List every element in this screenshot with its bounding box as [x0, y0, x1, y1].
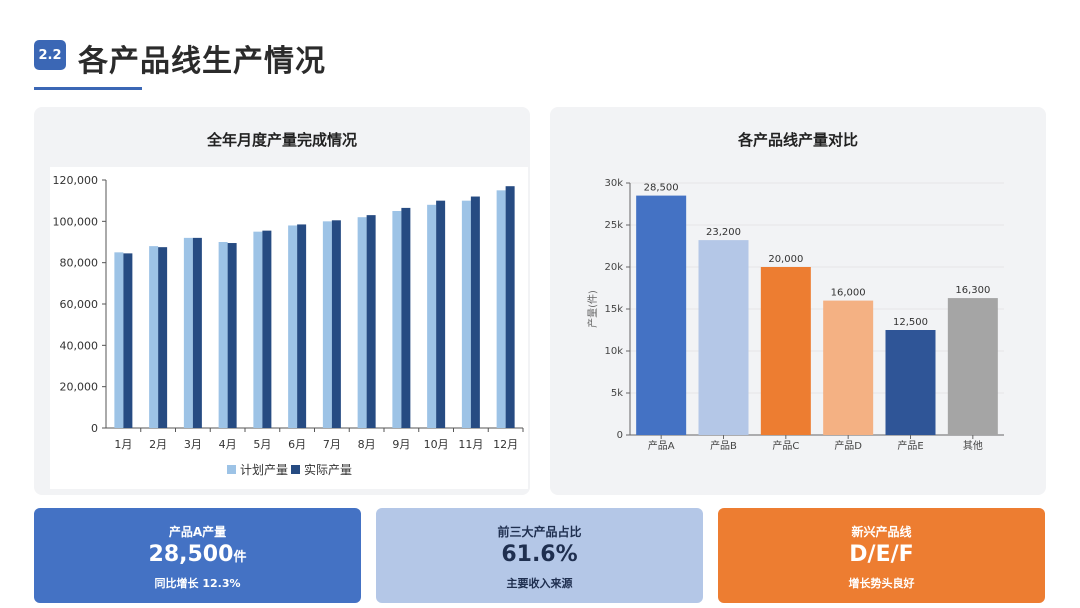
x-tick-label: 其他	[963, 439, 983, 452]
actual-output-bar	[401, 207, 411, 428]
card-value: D/E/F	[849, 542, 914, 567]
planned-output-bar	[496, 190, 506, 428]
planned-output-bar	[357, 217, 367, 428]
bar-value-label: 23,200	[706, 227, 741, 238]
actual-output-bar	[227, 243, 237, 428]
top-three-share-card: 前三大产品占比 61.6% 主要收入来源	[376, 508, 703, 603]
y-tick-label: 5k	[611, 388, 623, 399]
y-tick-label: 25k	[604, 220, 623, 231]
section-number-badge: 2.2	[34, 40, 66, 70]
card-value: 28,500件	[148, 542, 247, 567]
card-subtext: 同比增长 12.3%	[154, 577, 241, 590]
planned-output-bar	[218, 242, 228, 428]
y-tick-label: 30k	[604, 178, 623, 189]
x-tick-label: 产品C	[772, 439, 799, 452]
y-axis-label: 产量(件)	[586, 290, 599, 328]
x-tick-label: 产品D	[834, 439, 862, 452]
bar-value-label: 20,000	[768, 254, 803, 265]
y-tick-label: 0	[617, 430, 623, 441]
product-a-output-card: 产品A产量 28,500件 同比增长 12.3%	[34, 508, 361, 603]
product-output-bar	[698, 240, 749, 435]
title-underline	[34, 87, 142, 90]
actual-output-bar	[331, 220, 341, 428]
x-tick-label: 12月	[493, 438, 518, 451]
y-tick-label: 80,000	[60, 257, 99, 270]
x-tick-label: 10月	[424, 438, 449, 451]
planned-output-bar	[461, 200, 471, 428]
x-tick-label: 产品B	[710, 439, 737, 452]
card-subtext: 增长势头良好	[848, 577, 915, 590]
page-title: 各产品线生产情况	[78, 44, 326, 79]
monthly-output-bar-chart: 0 20,000 40,000 60,000 80,000 100,000 120,000 1…	[53, 174, 524, 477]
product-output-bar	[947, 298, 998, 435]
y-tick-label: 10k	[604, 346, 623, 357]
actual-output-bar	[123, 253, 133, 428]
x-tick-label: 1月	[114, 438, 132, 451]
product-output-bar	[760, 267, 811, 435]
bar-value-label: 16,000	[831, 288, 866, 299]
product-line-bar-chart: 0 5k 10k 15k 20k 25k 30k 产量(件) 28,500 产品A 23,200 产品…	[586, 178, 1004, 452]
bar-value-label: 12,500	[893, 317, 928, 328]
planned-output-bar	[427, 204, 437, 428]
planned-output-bar	[253, 231, 263, 428]
x-tick-label: 9月	[392, 438, 410, 451]
card-unit: 件	[233, 550, 247, 565]
x-tick-label: 3月	[184, 438, 202, 451]
product-output-bar	[885, 330, 936, 435]
x-tick-label: 产品A	[648, 439, 675, 452]
x-tick-label: 2月	[149, 438, 167, 451]
y-tick-label: 120,000	[53, 174, 99, 187]
y-tick-label: 60,000	[60, 298, 99, 311]
x-tick-label: 7月	[323, 438, 341, 451]
actual-output-bar	[470, 196, 480, 428]
actual-output-bar	[297, 224, 307, 428]
actual-output-bar	[505, 186, 515, 428]
bar-value-label: 28,500	[644, 183, 679, 194]
planned-output-bar	[392, 211, 402, 428]
monthly-chart-title: 全年月度产量完成情况	[206, 131, 357, 149]
planned-output-bar	[288, 225, 298, 428]
card-value: 61.6%	[501, 542, 578, 567]
x-tick-label: 6月	[288, 438, 306, 451]
y-tick-label: 100,000	[53, 215, 99, 228]
planned-output-bar	[183, 237, 193, 428]
legend-label: 计划产量	[240, 463, 288, 477]
emerging-product-lines-card: 新兴产品线 D/E/F 增长势头良好	[718, 508, 1045, 603]
monthly-output-chart-panel: 全年月度产量完成情况 0 20,000 40,000 60,000 80,000 100,…	[34, 107, 530, 495]
y-tick-label: 20k	[604, 262, 623, 273]
legend-swatch	[227, 465, 236, 474]
actual-output-bar	[366, 215, 376, 428]
legend-label: 实际产量	[304, 462, 352, 477]
actual-output-bar	[192, 237, 202, 428]
y-tick-label: 40,000	[60, 339, 99, 352]
actual-output-bar	[158, 247, 168, 428]
x-tick-label: 11月	[458, 438, 483, 451]
product-output-bar	[636, 195, 687, 435]
planned-output-bar	[114, 252, 124, 428]
product-line-chart-panel: 各产品线产量对比 0 5k 10k 15k 20k 25k 30k 产量(件) 28,500 产品…	[550, 107, 1046, 495]
product-output-bar	[823, 300, 874, 435]
bar-value-label: 16,300	[955, 285, 990, 296]
x-tick-label: 5月	[253, 438, 271, 451]
legend-swatch	[291, 465, 300, 474]
product-chart-title: 各产品线产量对比	[737, 131, 858, 149]
y-tick-label: 0	[91, 422, 98, 435]
card-label: 新兴产品线	[851, 525, 912, 539]
y-tick-label: 20,000	[60, 381, 99, 394]
card-label: 前三大产品占比	[497, 525, 582, 539]
card-subtext: 主要收入来源	[506, 577, 573, 590]
x-tick-label: 8月	[358, 438, 376, 451]
card-label: 产品A产量	[168, 525, 227, 539]
actual-output-bar	[262, 230, 272, 428]
x-tick-label: 4月	[219, 438, 237, 451]
x-tick-label: 产品E	[897, 439, 923, 452]
planned-output-bar	[322, 221, 332, 428]
planned-output-bar	[149, 246, 159, 428]
y-tick-label: 15k	[604, 304, 623, 315]
actual-output-bar	[436, 200, 446, 428]
